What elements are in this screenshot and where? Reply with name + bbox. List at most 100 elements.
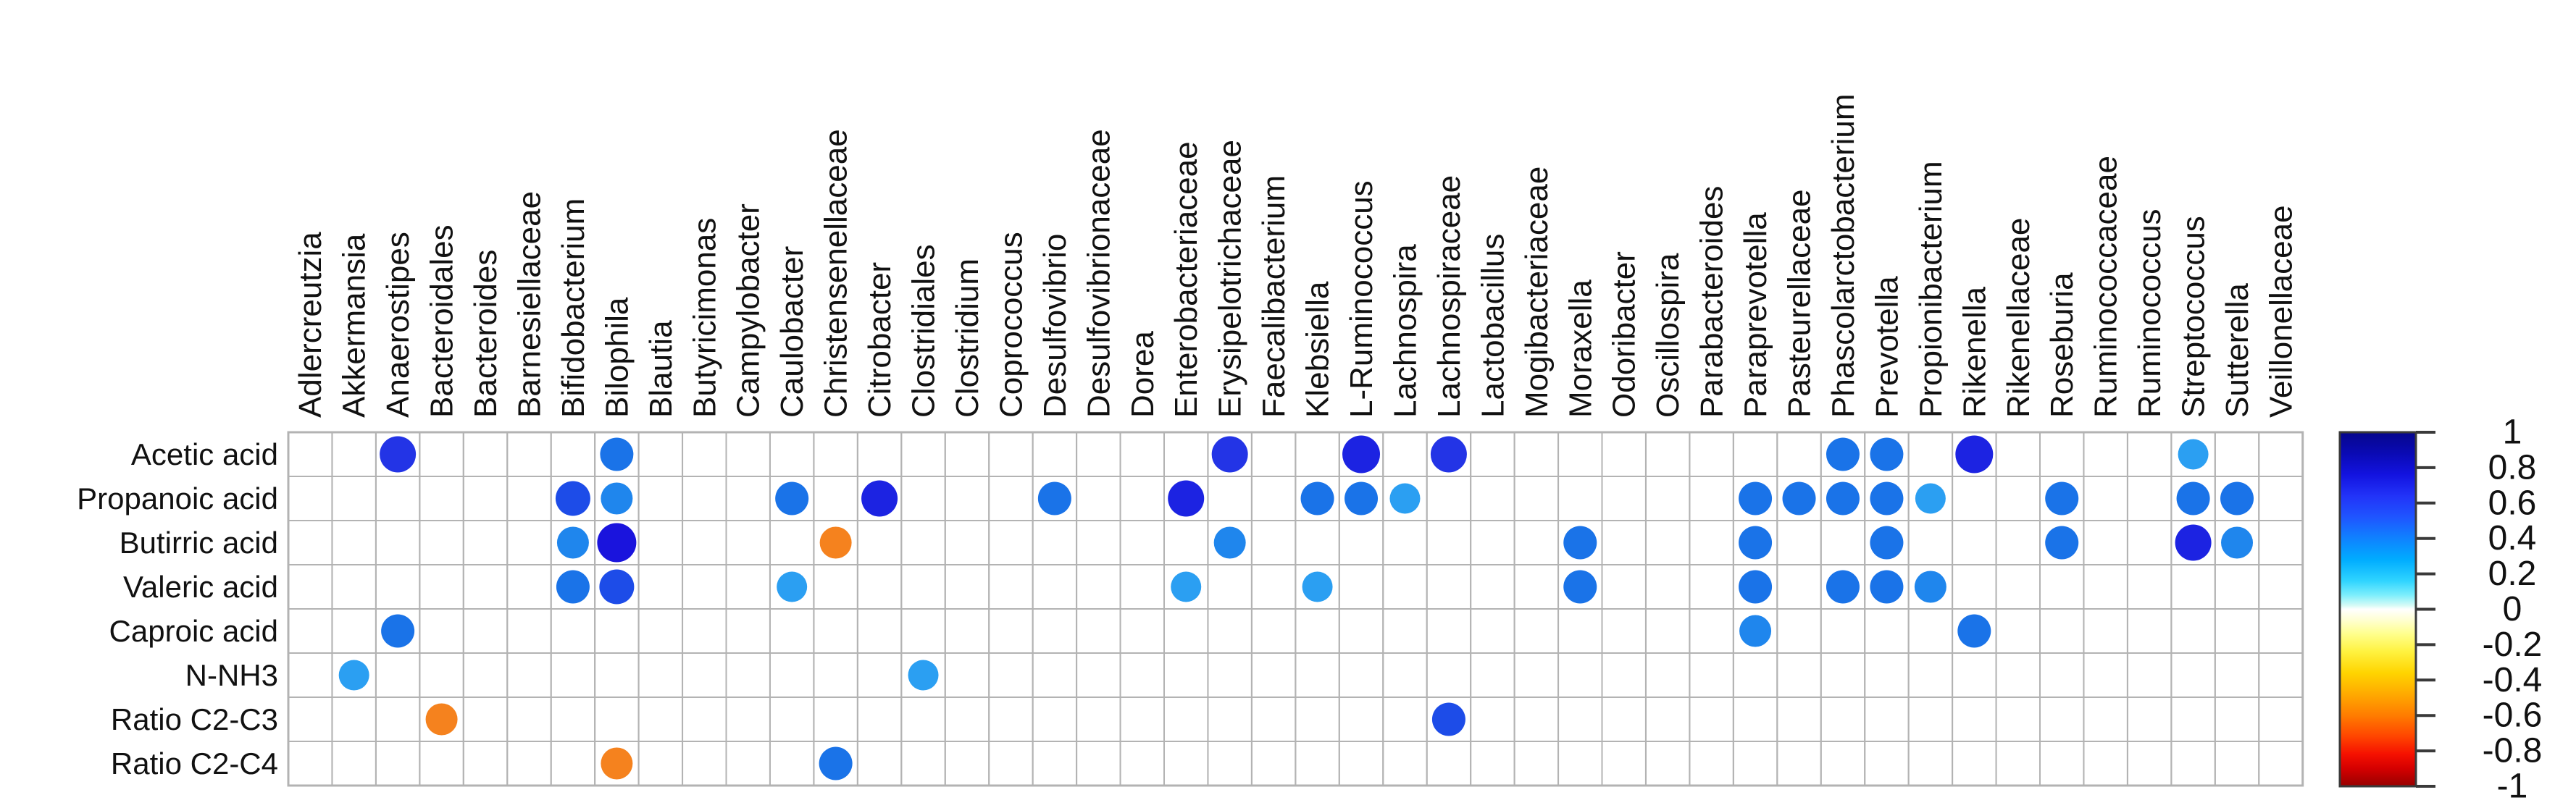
correlation-dot xyxy=(1739,526,1773,560)
correlation-dot xyxy=(556,526,589,559)
colorbar-tick-label: 0.2 xyxy=(2488,555,2537,593)
row-label: Acetic acid xyxy=(131,437,278,471)
grid-cell xyxy=(1470,520,1515,565)
colorbar-tick-label: -0.2 xyxy=(2483,626,2543,664)
grid-cell xyxy=(2126,652,2173,698)
grid-cell xyxy=(1295,741,1340,786)
grid-cell xyxy=(1076,564,1121,610)
grid-cell xyxy=(288,520,333,565)
grid-cell xyxy=(2258,697,2304,742)
correlation-dot xyxy=(1302,571,1333,602)
correlation-dot xyxy=(1389,483,1421,514)
grid-cell xyxy=(1163,741,1209,786)
grid-cell xyxy=(1207,608,1253,654)
correlation-dot xyxy=(1037,481,1071,515)
correlation-dot xyxy=(1563,526,1597,560)
column-label: Oscillospira xyxy=(1650,253,1686,418)
grid-cell xyxy=(682,476,727,521)
grid-cell xyxy=(1207,741,1253,786)
grid-cell xyxy=(944,608,990,654)
grid-cell xyxy=(1776,741,1822,786)
grid-cell xyxy=(2214,608,2260,654)
column-label: Desulfovibrio xyxy=(1037,234,1073,418)
grid-cell xyxy=(1338,652,1384,698)
grid-cell xyxy=(944,741,990,786)
grid-cell xyxy=(331,697,377,742)
grid-cell xyxy=(1776,520,1822,565)
grid-cell xyxy=(1163,520,1209,565)
column-label: Desulfovibrionaceae xyxy=(1081,129,1116,418)
grid-cell xyxy=(1601,697,1647,742)
grid-cell xyxy=(2083,697,2128,742)
grid-cell xyxy=(1689,741,1734,786)
grid-cell xyxy=(2214,432,2260,477)
column-label: Klebsiella xyxy=(1300,281,1336,418)
correlation-dot xyxy=(1342,435,1381,474)
grid-cell xyxy=(375,697,421,742)
grid-cell xyxy=(1076,608,1121,654)
colorbar-tick-label: 0.4 xyxy=(2488,519,2537,557)
grid-cell xyxy=(2214,564,2260,610)
grid-cell xyxy=(506,741,552,786)
correlation-dot xyxy=(1213,526,1246,559)
column-label: Lachnospiraceae xyxy=(1431,175,1467,418)
grid-cell xyxy=(1295,432,1340,477)
grid-cell xyxy=(637,476,684,521)
grid-cell xyxy=(1250,608,1297,654)
column-label: Bilophila xyxy=(599,297,635,418)
grid-cell xyxy=(769,432,815,477)
grid-cell xyxy=(1557,652,1603,698)
grid-cell xyxy=(1119,741,1166,786)
grid-cell xyxy=(1119,608,1166,654)
column-label: Citrobacter xyxy=(862,262,898,418)
grid-cell xyxy=(944,520,990,565)
grid-cell xyxy=(813,432,858,477)
grid-cell xyxy=(988,476,1034,521)
grid-cell xyxy=(506,697,552,742)
column-label: Faecalibacterium xyxy=(1256,175,1292,418)
grid-cell xyxy=(988,697,1034,742)
grid-cell xyxy=(1689,476,1734,521)
grid-cell xyxy=(1995,476,2041,521)
grid-cell xyxy=(1601,564,1647,610)
correlation-dot xyxy=(819,526,852,559)
row-label: N-NH3 xyxy=(185,658,278,692)
grid-cell xyxy=(944,564,990,610)
grid-cell xyxy=(462,652,509,698)
grid-cell xyxy=(550,741,596,786)
grid-cell xyxy=(2083,476,2128,521)
correlation-dot xyxy=(601,482,633,515)
correlation-dot xyxy=(2045,481,2079,515)
grid-cell xyxy=(1732,697,1778,742)
grid-cell xyxy=(419,520,464,565)
correlation-dot xyxy=(381,614,415,648)
grid-cell xyxy=(769,741,815,786)
grid-cell xyxy=(1557,432,1603,477)
grid-cell xyxy=(1601,652,1647,698)
grid-cell xyxy=(1119,520,1166,565)
row-label: Ratio C2-C4 xyxy=(111,746,278,780)
grid-cell xyxy=(1250,741,1297,786)
grid-cell xyxy=(506,652,552,698)
grid-cell xyxy=(1250,476,1297,521)
column-label: Parabacteroides xyxy=(1694,186,1730,418)
grid-cell xyxy=(682,741,727,786)
grid-cell xyxy=(1250,564,1297,610)
grid-cell xyxy=(813,564,858,610)
correlation-dot xyxy=(380,436,417,473)
grid-cell xyxy=(1382,652,1428,698)
grid-cell xyxy=(900,520,946,565)
grid-cell xyxy=(1076,697,1121,742)
column-label: Mogibacteriaceae xyxy=(1519,167,1555,418)
grid-cell xyxy=(419,476,464,521)
grid-cell xyxy=(462,741,509,786)
grid-cell xyxy=(813,476,858,521)
correlation-dot xyxy=(777,571,808,602)
grid-cell xyxy=(506,476,552,521)
grid-cell xyxy=(1119,697,1166,742)
grid-cell xyxy=(288,697,333,742)
grid-cell xyxy=(506,564,552,610)
grid-cell xyxy=(1513,564,1560,610)
grid-cell xyxy=(856,652,903,698)
